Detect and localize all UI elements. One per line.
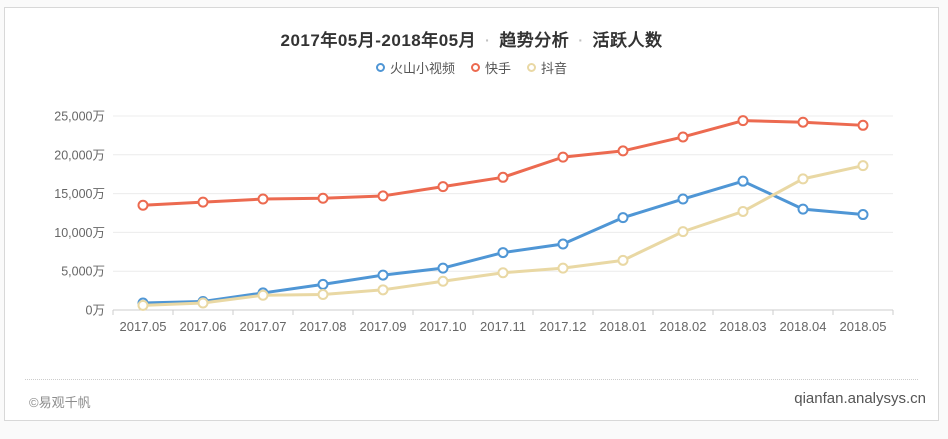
data-point (137, 299, 149, 311)
footer-divider (25, 379, 918, 380)
data-point (797, 116, 809, 128)
site-link[interactable]: qianfan.analysys.cn (794, 390, 926, 407)
trend-line-chart: 0万 5,000万 10,000万 15,000万 20,000万 25,000万 2017… (54, 110, 894, 334)
data-point (557, 262, 569, 274)
data-point (737, 175, 749, 187)
data-point (197, 297, 209, 309)
chart-legend: 火山小视频 快手 抖音 (5, 58, 938, 77)
legend-item-1[interactable]: 快手 (470, 58, 511, 77)
data-point (497, 267, 509, 279)
data-point (137, 199, 149, 211)
data-point (377, 190, 389, 202)
data-point (497, 171, 509, 183)
data-point (617, 212, 629, 224)
data-point (557, 151, 569, 163)
x-axis-tick-label: 2017.12 (540, 319, 587, 334)
data-point (437, 262, 449, 274)
data-point (677, 131, 689, 143)
data-point (677, 226, 689, 238)
data-point (617, 254, 629, 266)
data-point (797, 203, 809, 215)
y-axis-tick-label: 15,000万 (54, 187, 105, 201)
data-point (257, 193, 269, 205)
title-date-range: 2017年05月-2018年05月 (280, 31, 477, 50)
data-point (737, 115, 749, 127)
data-point (197, 196, 209, 208)
data-point (377, 269, 389, 281)
data-point (497, 247, 509, 259)
x-axis-tick-label: 2017.07 (240, 319, 287, 334)
data-point (257, 289, 269, 301)
data-point (377, 284, 389, 296)
copyright-text: ©易观千帆 (29, 395, 91, 410)
x-axis-tick-label: 2018.02 (660, 319, 707, 334)
legend-circle-icon (527, 63, 536, 72)
chart-card: 2017年05月-2018年05月 · 趋势分析 · 活跃人数 火山小视频 快手 抖音 0万… (4, 7, 939, 421)
x-axis-tick-label: 2017.09 (360, 319, 407, 334)
data-point (857, 209, 869, 221)
data-point (437, 181, 449, 193)
legend-item-2[interactable]: 抖音 (527, 58, 567, 77)
x-axis-tick-label: 2017.06 (180, 319, 227, 334)
legend-circle-icon (375, 63, 385, 72)
title-analysis-type: 趋势分析 (499, 31, 570, 50)
data-point (557, 238, 569, 250)
x-axis-tick-label: 2018.04 (780, 319, 827, 334)
x-axis-tick-label: 2017.08 (300, 319, 347, 334)
legend-circle-icon (470, 63, 480, 72)
y-axis-tick-label: 20,000万 (54, 148, 105, 162)
data-point (317, 278, 329, 290)
x-axis-tick-label: 2018.01 (600, 319, 647, 334)
title-metric: 活跃人数 (592, 31, 663, 50)
data-point (677, 193, 689, 205)
data-point (737, 205, 749, 217)
chart-title: 2017年05月-2018年05月 · 趋势分析 · 活跃人数 (5, 26, 938, 51)
data-point (797, 173, 809, 185)
legend-label: 抖音 (541, 61, 568, 76)
data-point (437, 275, 449, 287)
data-point (317, 288, 329, 300)
x-axis-tick-label: 2017.11 (480, 319, 526, 334)
data-point (857, 160, 869, 172)
x-axis-tick-label: 2017.10 (420, 319, 467, 334)
x-axis-tick-label: 2017.05 (120, 319, 167, 334)
y-axis-tick-label: 0万 (86, 304, 105, 318)
y-axis-tick-label: 10,000万 (54, 226, 105, 240)
legend-item-0[interactable]: 火山小视频 (375, 58, 455, 77)
title-separator-icon: · (578, 32, 584, 48)
x-axis-tick-label: 2018.03 (720, 319, 767, 334)
y-axis-tick-label: 25,000万 (54, 110, 105, 124)
data-point (617, 145, 629, 157)
legend-label: 火山小视频 (389, 61, 455, 76)
legend-label: 快手 (484, 61, 511, 76)
y-axis-tick-label: 5,000万 (61, 265, 105, 279)
data-point (857, 119, 869, 131)
series-line-1 (141, 119, 865, 207)
x-axis-tick-label: 2018.05 (840, 319, 887, 334)
title-separator-icon: · (485, 32, 491, 48)
data-point (317, 192, 329, 204)
